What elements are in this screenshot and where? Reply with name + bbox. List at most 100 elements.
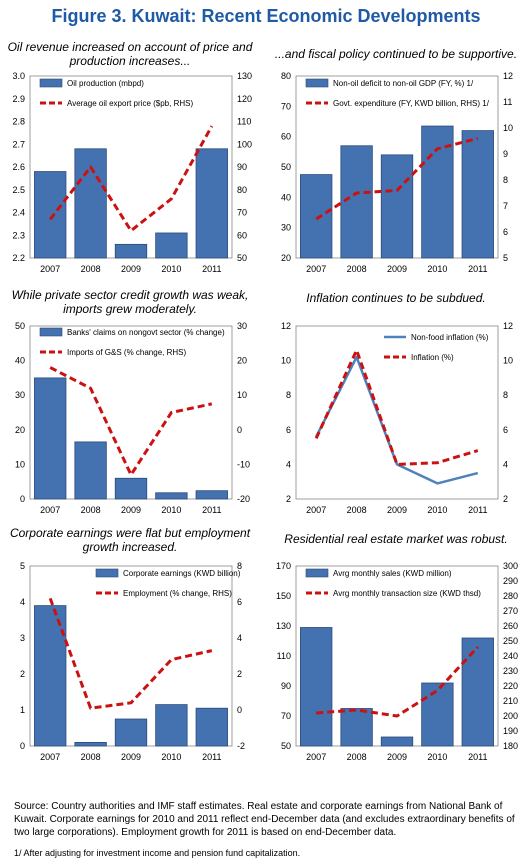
x-tick-label: 2010 [161,505,181,515]
y2-tick-label: 6 [503,227,508,237]
x-tick-label: 2011 [202,752,221,762]
y2-tick-label: 100 [237,139,252,149]
y2-tick-label: 10 [503,356,513,366]
series-line-1 [316,645,479,718]
y2-tick-label: 12 [503,71,513,81]
y-tick-label: 20 [281,253,291,263]
y2-tick-label: 5 [503,253,508,263]
bar-2008 [74,742,107,747]
y2-tick-label: 200 [503,711,518,721]
x-tick-label: 2009 [121,505,141,515]
y-tick-label: 2.4 [12,208,25,218]
y2-tick-label: 190 [503,726,518,736]
y2-tick-label: -2 [237,741,245,751]
y2-tick-label: 130 [237,71,252,81]
legend-label: Non-food inflation (%) [411,333,489,342]
y2-tick-label: 30 [237,321,247,331]
bar-2007 [34,605,67,747]
y2-tick-label: 10 [503,123,513,133]
y-tick-label: 10 [281,356,291,366]
x-tick-label: 2007 [306,505,326,515]
legend-label: Avrg monthly transaction size (KWD thsd) [333,589,481,598]
series-line-0 [315,355,479,485]
footnote: 1/ After adjusting for investment income… [14,848,301,858]
y2-tick-label: 20 [237,356,247,366]
y2-tick-label: -20 [237,494,250,504]
y2-tick-label: 260 [503,621,518,631]
legend-swatch-bar [39,78,63,88]
legend-swatch-bar [305,568,329,578]
bar-2007 [34,377,67,500]
y-tick-label: 2.2 [12,253,25,263]
y-tick-label: 12 [281,321,291,331]
x-tick-label: 2008 [347,264,367,274]
legend-label: Govt. expenditure (FY, KWD billion, RHS)… [333,99,490,108]
legend-label: Avrg monthly sales (KWD million) [333,569,452,578]
y-tick-label: 50 [281,162,291,172]
series-line-1 [48,597,213,710]
series-line-1 [49,366,213,477]
series-line-1 [314,348,479,466]
y-tick-label: 4 [286,459,291,469]
y-tick-label: 2.8 [12,117,25,127]
y2-tick-label: 210 [503,696,518,706]
y-tick-label: 4 [20,597,25,607]
y-tick-label: 1 [20,705,25,715]
bar-2009 [380,736,414,747]
y2-tick-label: -10 [237,459,250,469]
y-tick-label: 5 [20,561,25,571]
y-tick-label: 3.0 [12,71,25,81]
bar-2008 [74,148,107,259]
legend-label: Oil production (mbpd) [67,79,144,88]
y2-tick-label: 2 [503,494,508,504]
y-tick-label: 2.7 [12,139,25,149]
x-tick-label: 2008 [347,752,367,762]
y-tick-label: 2.9 [12,94,25,104]
y-tick-label: 70 [281,101,291,111]
legend-label: Non-oil deficit to non-oil GDP (FY, %) 1… [333,79,474,88]
y2-tick-label: 11 [503,97,512,107]
bar-2009 [114,718,148,747]
legend-swatch-bar [305,78,329,88]
y2-tick-label: 2 [237,669,242,679]
y-tick-label: 2.3 [12,230,25,240]
x-tick-label: 2009 [387,505,407,515]
bar-2011 [195,707,228,747]
y-tick-label: 130 [276,621,291,631]
y2-tick-label: 7 [503,201,508,211]
y-tick-label: 10 [15,459,25,469]
y-tick-label: 60 [281,132,291,142]
y2-tick-label: 8 [503,390,508,400]
bar-2011 [461,637,494,747]
x-tick-label: 2008 [81,264,101,274]
y2-tick-label: 6 [503,425,508,435]
y2-tick-label: 9 [503,149,508,159]
legend-label: Banks' claims on nongovt sector (% chang… [67,328,225,337]
panel-title-corporate: Corporate earnings were flat but employm… [9,526,251,554]
series-line-1 [315,136,479,221]
y2-tick-label: 70 [237,208,247,218]
y-tick-label: 0 [20,741,25,751]
x-tick-label: 2010 [161,752,181,762]
x-tick-label: 2011 [202,505,221,515]
y-tick-label: 80 [281,71,291,81]
bar-2007 [34,171,67,259]
x-tick-label: 2011 [468,505,487,515]
y2-tick-label: 60 [237,230,247,240]
panel-title-inflation: Inflation continues to be subdued. [306,291,486,305]
x-tick-label: 2010 [427,505,447,515]
y-tick-label: 90 [281,681,291,691]
bar-2010 [421,682,454,747]
y2-tick-label: 240 [503,651,518,661]
y-tick-label: 30 [281,223,291,233]
bar-2010 [155,704,188,747]
y-tick-label: 40 [15,356,25,366]
y2-tick-label: 290 [503,576,518,586]
x-tick-label: 2010 [427,752,447,762]
bar-2010 [155,232,188,259]
x-tick-label: 2009 [121,752,141,762]
y-tick-label: 3 [20,633,25,643]
y2-tick-label: 220 [503,681,518,691]
x-tick-label: 2007 [40,264,60,274]
y2-tick-label: 90 [237,162,247,172]
